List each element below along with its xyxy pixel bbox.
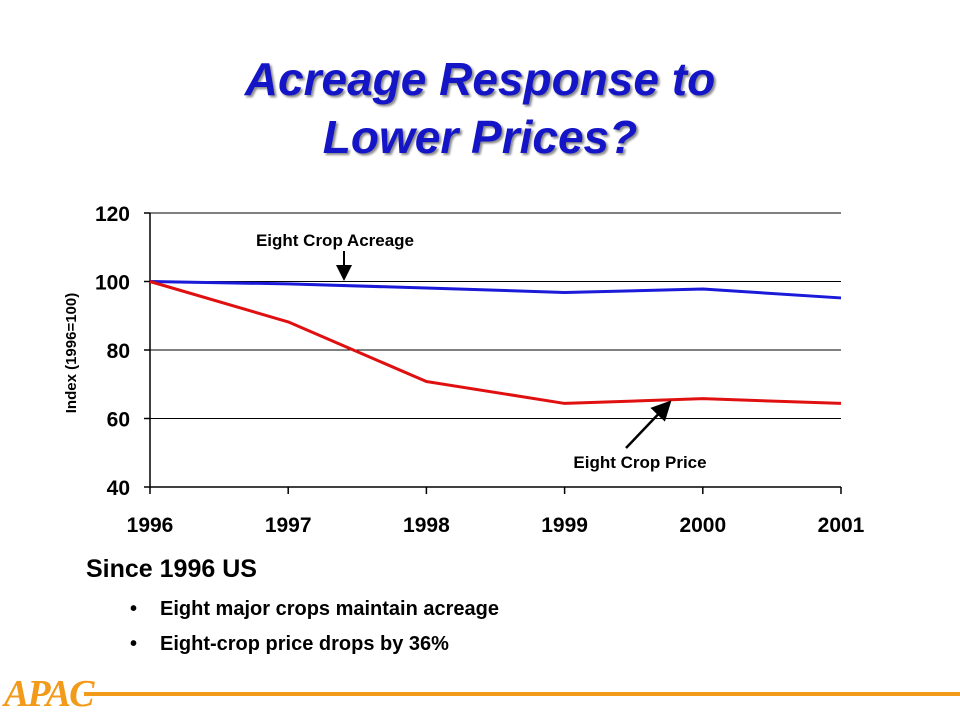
bullet-item: • Eight major crops maintain acreage [86,598,499,621]
y-tick-label: 100 [95,272,130,295]
line-chart: 40 60 80 100 120 1996 1997 1998 1999 2000 2001 Ei… [63,203,865,537]
footer-divider [84,692,960,696]
title-line-1: Acreage Response to [244,53,716,105]
bullet-item: • Eight-crop price drops by 36% [86,633,499,656]
annotation-price-arrow [625,400,672,449]
slide-title: Acreage Response to Lower Prices? [0,50,960,166]
y-tick-label: 60 [107,409,130,432]
x-tick-label: 2001 [818,514,865,537]
annotation-acreage-label: Eight Crop Acreage [256,231,414,250]
gridlines [150,212,841,419]
annotations: Eight Crop Acreage Eight Crop Price [256,231,707,472]
summary-heading: Since 1996 US [86,555,257,583]
y-tick-label: 80 [107,340,130,363]
apac-logo: APAC [4,673,94,715]
bullet-list: • Eight major crops maintain acreage • Eig… [86,598,499,656]
annotation-price-label: Eight Crop Price [573,453,706,472]
y-tick-labels: 40 60 80 100 120 [95,203,130,500]
price-series-line [149,280,842,405]
summary-block: Since 1996 US • Eight major crops maintai… [86,555,499,668]
y-tick-label: 40 [107,477,130,500]
bullet-dot-icon: • [130,633,138,655]
y-tick-label: 120 [95,203,130,226]
x-tick-label: 1999 [541,514,588,537]
x-tick-label: 1997 [265,514,312,537]
x-tick-label: 2000 [679,514,726,537]
title-line-2: Lower Prices? [322,111,638,163]
axes [144,212,842,494]
bullet-text: Eight-crop price drops by 36% [160,633,449,655]
bullet-text: Eight major crops maintain acreage [160,598,499,620]
x-tick-label: 1996 [127,514,174,537]
acreage-series-line [149,280,842,300]
y-axis-label: Index (1996=100) [63,293,80,414]
bullet-dot-icon: • [130,598,138,620]
series-lines [149,280,842,405]
x-tick-label: 1998 [403,514,450,537]
x-tick-labels: 1996 1997 1998 1999 2000 2001 [127,514,865,537]
